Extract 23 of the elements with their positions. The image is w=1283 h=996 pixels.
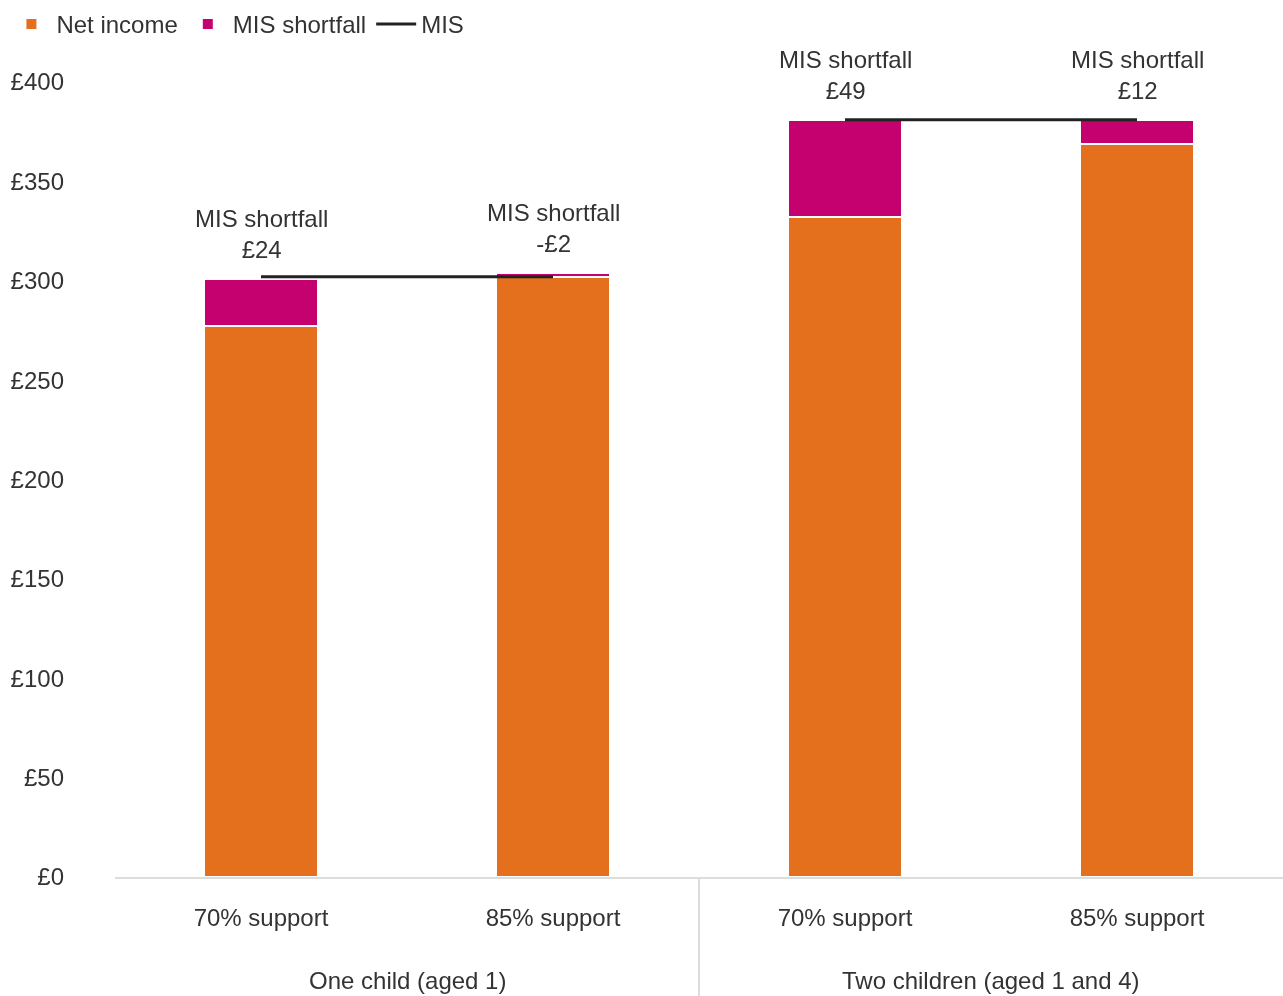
data-label: MIS shortfall £24 <box>195 205 329 264</box>
bar <box>495 275 611 877</box>
y-tick-label: £50 <box>23 764 64 792</box>
y-tick-label: £350 <box>10 167 64 195</box>
x-tick-label: 85% support <box>485 903 621 931</box>
text: One child (aged 1) <box>309 967 507 994</box>
x-tick-label: 85% support <box>1069 903 1205 931</box>
y-tick-label: £250 <box>10 366 64 394</box>
y-tick-label: £400 <box>10 68 64 96</box>
y-tick-label: £300 <box>10 267 64 295</box>
y-tick-label: £100 <box>10 664 64 692</box>
y-tick-label: £200 <box>10 465 64 493</box>
data-label: MIS shortfall £12 <box>1071 46 1205 105</box>
text: Two children (aged 1 and 4) <box>842 967 1140 994</box>
x-tick-label: 70% support <box>193 903 329 931</box>
legend-label: Net income <box>56 11 178 39</box>
x-tick-label: 70% support <box>777 903 913 931</box>
data-label: MIS shortfall -£2 <box>487 199 621 258</box>
data-label: MIS shortfall £49 <box>779 46 913 105</box>
y-tick-label: £150 <box>10 565 64 593</box>
legend-label: MIS shortfall <box>232 11 367 39</box>
y-tick-label: £0 <box>37 863 64 891</box>
legend-label: MIS <box>421 11 464 39</box>
